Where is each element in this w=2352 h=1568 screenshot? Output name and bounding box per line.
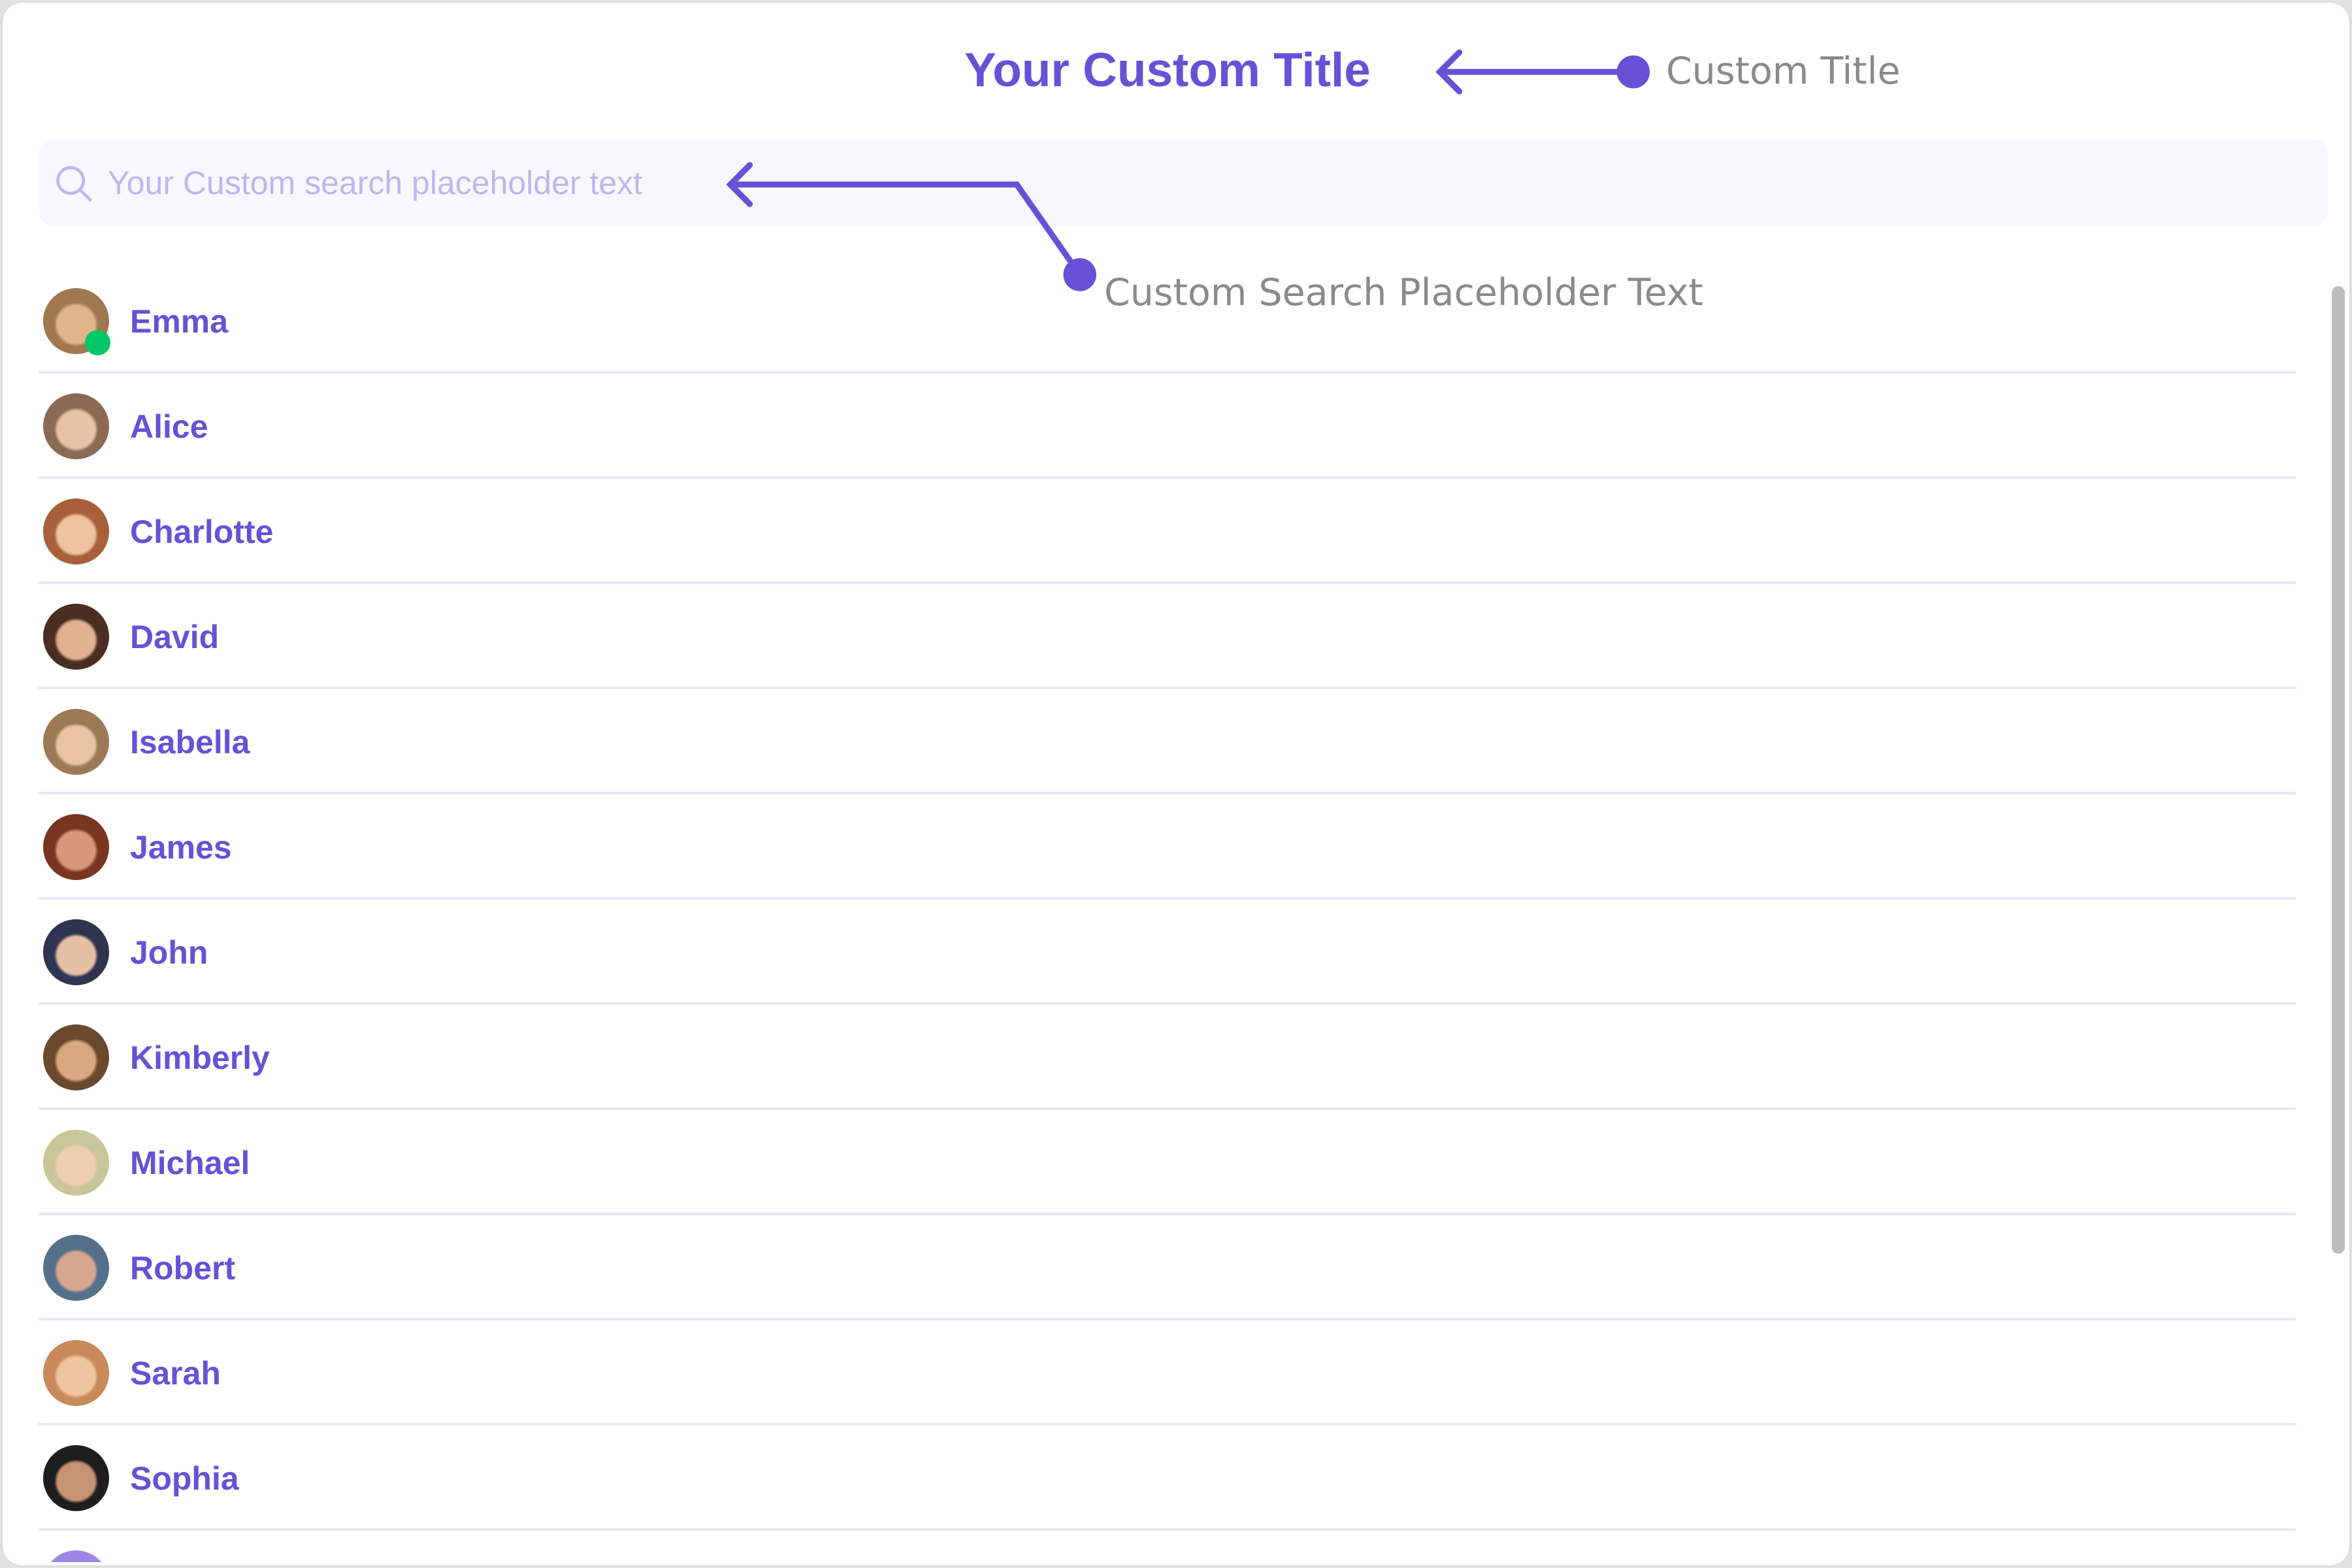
search-placeholder-annotation: Custom Search Placeholder Text	[1104, 271, 1703, 314]
user-list: Emma Alice Charlotte David Isabella James John…	[39, 269, 2296, 1562]
user-name: Emma	[130, 303, 229, 340]
user-list-item[interactable]: James	[39, 794, 2296, 900]
user-list-item[interactable]: Sarah	[39, 1320, 2296, 1426]
user-list-item[interactable]: Isabella	[39, 689, 2296, 794]
user-name: Robert	[130, 1250, 236, 1286]
user-list-item[interactable]: Michael	[39, 1110, 2296, 1215]
avatar	[43, 1130, 109, 1196]
search-input[interactable]	[108, 154, 1022, 211]
user-name: Michael	[130, 1145, 250, 1181]
user-list-item[interactable]: Kimberly	[39, 1005, 2296, 1110]
user-list-item[interactable]: Emma	[39, 269, 2296, 374]
user-name: Isabella	[130, 724, 250, 760]
user-list-item[interactable]	[39, 1531, 2296, 1562]
user-name: David	[130, 619, 220, 655]
avatar	[43, 1340, 109, 1406]
avatar	[43, 814, 109, 880]
avatar	[43, 393, 109, 459]
user-name: Charlotte	[130, 514, 274, 550]
page-title: Your Custom Title	[964, 44, 1371, 97]
user-list-item[interactable]: Sophia	[39, 1426, 2296, 1531]
avatar	[43, 1445, 109, 1511]
search-bar[interactable]	[39, 139, 2328, 226]
avatar	[43, 498, 109, 564]
user-name: Sarah	[130, 1355, 221, 1392]
user-name: Alice	[130, 408, 208, 445]
user-list-item[interactable]: John	[39, 900, 2296, 1005]
title-arrow	[1435, 49, 1637, 95]
user-name: Kimberly	[130, 1039, 270, 1076]
scrollbar[interactable]	[2332, 286, 2345, 1254]
user-name: Sophia	[130, 1460, 239, 1497]
user-list-item[interactable]: Alice	[39, 374, 2296, 479]
avatar	[43, 919, 109, 985]
user-name: James	[130, 829, 232, 866]
user-list-item[interactable]: Robert	[39, 1215, 2296, 1320]
user-list-item[interactable]: David	[39, 584, 2296, 689]
avatar	[43, 709, 109, 775]
online-status-indicator	[85, 330, 110, 355]
user-list-item[interactable]: Charlotte	[39, 479, 2296, 584]
avatar	[43, 604, 109, 670]
avatar	[43, 1024, 109, 1090]
custom-title-annotation: Custom Title	[1666, 50, 1901, 93]
title-arrow-dot	[1616, 55, 1650, 89]
search-icon	[56, 166, 93, 203]
user-name: John	[130, 934, 208, 971]
avatar	[43, 1235, 109, 1301]
avatar	[43, 1550, 109, 1562]
